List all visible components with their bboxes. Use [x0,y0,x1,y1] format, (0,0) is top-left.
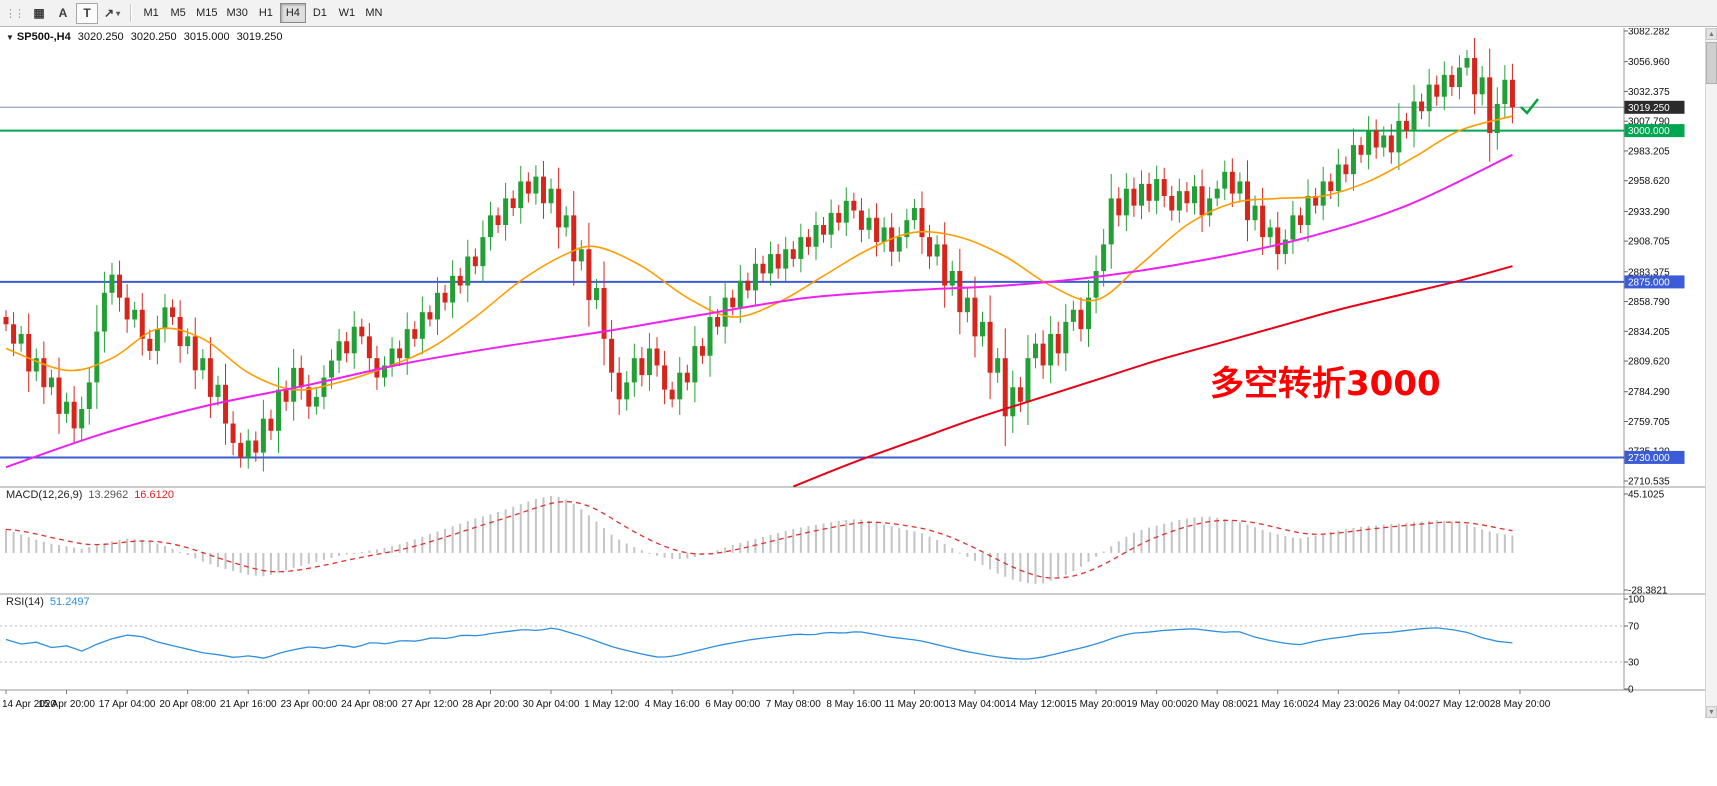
time-tick-label: 8 May 16:00 [826,699,881,710]
macd-tick-label: 45.1025 [1628,490,1665,501]
time-tick-label: 20 May 08:00 [1187,699,1248,710]
last-price-arrow-icon [1520,98,1539,115]
time-tick-label: 14 May 12:00 [1005,699,1066,710]
scroll-down-icon[interactable]: ▼ [1706,706,1717,718]
timeframe-m30-button[interactable]: M30 [222,3,251,23]
timeframe-h1-button[interactable]: H1 [253,3,279,23]
timeframe-m15-button[interactable]: M15 [192,3,221,23]
time-tick-label: 21 May 16:00 [1247,699,1308,710]
time-tick-label: 7 May 08:00 [766,699,821,710]
time-tick-label: 24 Apr 08:00 [341,699,398,710]
price-tag-2875.000: 2875.000 [1624,275,1685,289]
ma-medium-magenta-line [5,153,1513,469]
rsi-tick-label: 70 [1628,622,1640,633]
svg-text:2730.000: 2730.000 [1628,453,1670,464]
rsi-tick-label: 100 [1628,595,1645,606]
price-tick-label: 2933.290 [1628,207,1670,218]
time-tick-label: 26 May 04:00 [1369,699,1430,710]
dropdown-caret-icon: ▾ [116,8,121,18]
macd-tick-label: -28.3821 [1628,586,1668,597]
text-annotation-button[interactable]: A [52,3,74,24]
price-chart-canvas[interactable]: 3082.282 3056.960 3032.375 3007.790 2983.205… [0,28,1717,718]
time-tick-label: 20 Apr 08:00 [159,699,216,710]
scrollbar-thumb[interactable] [1706,42,1717,84]
price-tick-label: 2834.205 [1628,327,1670,338]
toolbar-grip[interactable]: ⋮⋮ [5,7,25,20]
rsi-tick-label: 0 [1628,685,1634,696]
time-tick-label: 21 Apr 16:00 [220,699,277,710]
time-tick-label: 28 Apr 20:00 [462,699,519,710]
text-tool-button[interactable]: T [76,2,98,24]
price-tick-label: 2983.205 [1628,146,1670,157]
macd-histogram [5,495,1514,584]
time-tick-label: 14 Apr 2020 [2,699,56,710]
price-tick-label: 2809.620 [1628,357,1670,368]
toolbar-separator [130,4,133,22]
price-tag-2730.000: 2730.000 [1624,450,1685,464]
price-tick-label: 2858.790 [1628,297,1670,308]
svg-text:3019.250: 3019.250 [1628,103,1670,114]
ma-fast-orange-line [5,115,1513,391]
time-tick-label: 6 May 00:00 [705,699,760,710]
timeframe-d1-button[interactable]: D1 [307,3,333,23]
price-tick-label: 2784.290 [1628,387,1670,398]
time-tick-label: 23 Apr 00:00 [280,699,337,710]
price-tick-label: 3056.960 [1628,57,1670,68]
scroll-up-icon[interactable]: ▲ [1706,28,1717,40]
svg-text:2875.000: 2875.000 [1628,277,1670,288]
time-tick-label: 17 Apr 04:00 [99,699,156,710]
time-tick-label: 15 Apr 20:00 [38,699,95,710]
timeframe-buttons: M1 M5 M15 M30 H1 H4 D1 W1 MN [138,3,387,23]
price-tag-3000.000: 3000.000 [1624,124,1685,138]
price-tick-label: 2908.705 [1628,237,1670,248]
svg-text:3000.000: 3000.000 [1628,126,1670,137]
timeframe-mn-button[interactable]: MN [361,3,387,23]
time-tick-label: 30 Apr 04:00 [523,699,580,710]
rsi-tick-label: 30 [1628,658,1640,669]
time-tick-label: 11 May 20:00 [884,699,944,710]
price-tick-label: 2759.705 [1628,417,1670,428]
chart-text-annotation[interactable]: 多空转折3000 [1210,364,1441,404]
time-tick-label: 27 May 12:00 [1429,699,1490,710]
time-tick-label: 15 May 20:00 [1066,699,1127,710]
time-tick-label: 24 May 23:00 [1308,699,1369,710]
time-tick-label: 1 May 12:00 [584,699,639,710]
time-tick-label: 13 May 04:00 [945,699,1006,710]
vertical-scrollbar[interactable]: ▲ ▼ [1705,28,1717,718]
timeframe-m5-button[interactable]: M5 [165,3,191,23]
time-tick-label: 28 May 20:00 [1490,699,1551,710]
price-tick-label: 2883.375 [1628,267,1670,278]
timeframe-h4-button[interactable]: H4 [279,3,306,23]
toolbar: ⋮⋮ ▦ A T ↗ ▾ M1 M5 M15 M30 H1 H4 D1 W1 MN [0,0,1717,27]
price-tick-label: 2958.620 [1628,176,1670,187]
price-tick-label: 3082.282 [1628,28,1670,38]
toolbar-tools: ▦ A T ↗ ▾ [28,2,124,24]
timeframe-w1-button[interactable]: W1 [334,3,360,23]
rsi-line [5,627,1513,660]
price-tick-label: 2710.535 [1628,477,1670,488]
macd-signal-line [5,500,1513,579]
candlestick-series [3,37,1515,472]
time-tick-label: 4 May 16:00 [645,699,700,710]
drawing-tools-button[interactable]: ↗ ▾ [100,3,124,24]
ma-slow-red-line [792,265,1513,488]
price-axis[interactable]: 3082.282 3056.960 3032.375 3007.790 2983.205… [1624,28,1670,488]
chart-window-button[interactable]: ▦ [28,3,50,24]
price-tag-3019.250: 3019.250 [1624,100,1685,114]
timeframe-m1-button[interactable]: M1 [138,3,164,23]
price-tick-label: 3007.790 [1628,117,1670,128]
time-tick-label: 19 May 00:00 [1126,699,1187,710]
price-tick-label: 3032.375 [1628,87,1670,98]
time-tick-label: 27 Apr 12:00 [402,699,459,710]
